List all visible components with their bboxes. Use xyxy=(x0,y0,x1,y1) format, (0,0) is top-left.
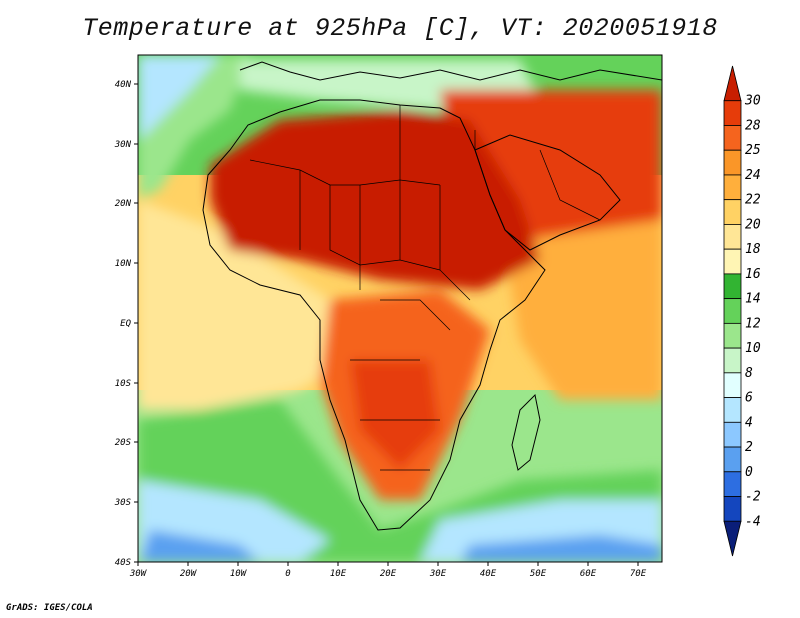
colorbar-label: 12 xyxy=(745,316,761,331)
colorbar-label: 18 xyxy=(745,242,761,257)
lon-label: 40E xyxy=(480,569,497,579)
europe-coastline xyxy=(239,61,662,81)
lat-label: EQ xyxy=(120,319,131,329)
colorbar-label: 22 xyxy=(745,193,761,208)
colorbar-segment xyxy=(723,125,742,151)
lat-label: 40N xyxy=(115,80,132,90)
lon-label: 30E xyxy=(429,569,447,579)
lon-label: 30W xyxy=(129,569,148,579)
colorbar-segment xyxy=(723,496,742,522)
lon-label: 10E xyxy=(330,569,347,579)
colorbar-segment xyxy=(723,248,742,275)
colorbar-label: 20 xyxy=(745,217,761,232)
africa-coastline xyxy=(202,99,546,531)
madagascar-coastline xyxy=(511,393,541,471)
credit-text: GrADS: IGES/COLA xyxy=(6,603,93,613)
field-sahara xyxy=(210,110,540,290)
lat-label: 30S xyxy=(114,498,132,508)
country-borders xyxy=(249,105,601,471)
lat-label: 10N xyxy=(115,259,132,269)
colorbar-label: 2 xyxy=(745,440,753,455)
lat-label: 30N xyxy=(114,140,132,150)
colorbar-segment xyxy=(723,100,742,126)
lon-label: 10W xyxy=(230,569,248,579)
lon-label: 70E xyxy=(630,569,647,579)
colorbar-segment xyxy=(723,421,742,448)
field-cold-core-east xyxy=(460,535,662,562)
lon-label: 50E xyxy=(530,569,547,579)
colorbar-segment xyxy=(723,149,742,176)
lon-label: 20W xyxy=(180,569,198,579)
colorbar-segment xyxy=(723,298,742,324)
field-indian-ocean xyxy=(500,200,662,400)
lat-label: 40S xyxy=(115,558,132,568)
colorbar-segment xyxy=(723,471,742,497)
colorbar-label: -2 xyxy=(745,490,761,505)
colorbar-segment xyxy=(723,397,742,423)
colorbar-label: 16 xyxy=(745,267,761,282)
colorbar-segment xyxy=(723,65,742,102)
colorbar-label: -4 xyxy=(745,514,761,529)
colorbar-label: 25 xyxy=(745,143,761,158)
colorbar-segment xyxy=(723,224,742,250)
colorbar-segment xyxy=(723,199,742,225)
colorbar-label: 10 xyxy=(745,341,761,356)
colorbar-segment xyxy=(723,347,742,374)
colorbar-segment xyxy=(723,520,742,557)
colorbar-segment xyxy=(723,446,742,473)
colorbar-label: 24 xyxy=(745,168,761,183)
lat-label: 20S xyxy=(115,438,132,448)
chart-title: Temperature at 925hPa [C], VT: 202005191… xyxy=(82,14,718,43)
lon-label: 20E xyxy=(380,569,397,579)
colorbar-segment xyxy=(723,273,742,300)
colorbar-segment xyxy=(723,174,742,201)
colorbar-label: 14 xyxy=(745,292,761,307)
field-cold-core-west xyxy=(140,530,260,562)
lat-label: 10S xyxy=(115,379,132,389)
colorbar-segment xyxy=(723,372,742,398)
colorbar-label: 28 xyxy=(745,119,761,134)
lon-axis: 30W 20W 10W 0 10E 20E 30E 40E 50E 60E 70… xyxy=(129,562,647,579)
lon-label: 0 xyxy=(285,569,290,579)
colorbar-label: 30 xyxy=(744,94,761,109)
colorbar-label: 6 xyxy=(745,391,753,406)
lat-axis: 40N 30N 20N 10N EQ 10S 20S 30S 40S xyxy=(114,80,138,568)
field-atlantic-cool xyxy=(138,55,220,140)
lat-label: 20N xyxy=(115,199,132,209)
colorbar-label: 4 xyxy=(745,415,753,430)
temperature-field xyxy=(138,55,662,562)
field-south-africa-core xyxy=(350,360,440,470)
map-frame xyxy=(137,54,663,563)
colorbar-label: 0 xyxy=(745,465,753,480)
colorbar-segment xyxy=(723,322,742,349)
lon-label: 60E xyxy=(580,569,597,579)
colorbar-label: 8 xyxy=(745,366,753,381)
